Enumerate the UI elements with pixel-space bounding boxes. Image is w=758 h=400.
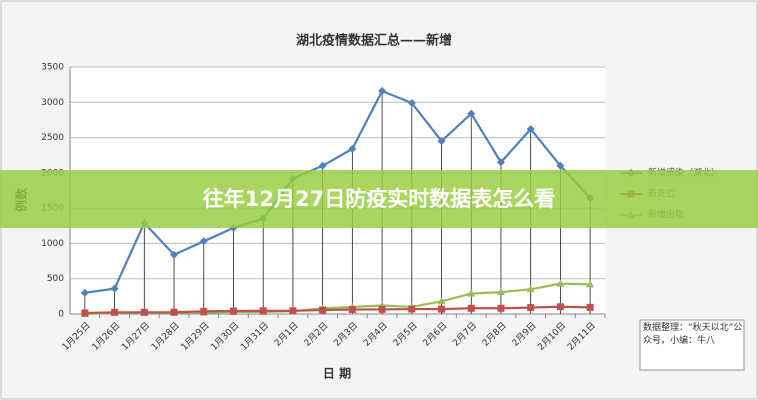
point xyxy=(319,306,327,314)
point xyxy=(407,98,416,107)
point xyxy=(556,303,564,311)
series-line xyxy=(84,89,591,294)
y-tick-label: 1000 xyxy=(41,239,64,249)
point xyxy=(259,307,267,315)
note-text: 数据整理：“秋天以北”公众号，小编：牛八 xyxy=(643,323,743,346)
point xyxy=(170,250,179,259)
banner-text: 往年12月27日防疫实时数据表怎么看 xyxy=(203,187,555,211)
point xyxy=(556,161,565,170)
point xyxy=(438,305,446,313)
point xyxy=(496,288,505,296)
point xyxy=(170,308,178,316)
series-line xyxy=(84,305,591,315)
point xyxy=(586,303,594,311)
point xyxy=(318,161,327,170)
point xyxy=(200,307,208,315)
note-box xyxy=(639,319,745,371)
y-tick-label: 0 xyxy=(58,310,64,320)
point xyxy=(111,308,119,316)
point xyxy=(348,305,356,313)
point xyxy=(378,305,386,313)
point xyxy=(586,280,595,288)
point xyxy=(229,307,237,315)
point xyxy=(467,109,476,118)
banner-band xyxy=(0,170,758,228)
point xyxy=(378,86,387,95)
note: 数据整理：“秋天以北”公众号，小编：牛八 xyxy=(643,323,743,346)
chart-title: 湖北疫情数据汇总——新增 xyxy=(296,33,452,49)
y-tick-label: 3000 xyxy=(41,98,64,108)
x-axis-label: 日 期 xyxy=(323,366,351,381)
point xyxy=(496,158,505,167)
point xyxy=(408,305,416,313)
point xyxy=(110,284,119,293)
point xyxy=(289,307,297,315)
point xyxy=(437,137,446,146)
y-tick-label: 500 xyxy=(47,274,64,284)
point xyxy=(348,144,357,153)
point xyxy=(526,125,535,134)
point xyxy=(556,279,565,287)
point xyxy=(497,304,505,312)
point xyxy=(199,237,208,246)
point xyxy=(81,309,89,317)
point xyxy=(526,285,535,293)
point xyxy=(527,304,535,312)
point xyxy=(467,304,475,312)
point xyxy=(80,288,89,297)
point xyxy=(467,289,476,297)
point xyxy=(437,297,446,305)
y-tick-label: 3500 xyxy=(41,63,64,73)
point xyxy=(140,308,148,316)
y-tick-label: 2500 xyxy=(41,133,64,143)
